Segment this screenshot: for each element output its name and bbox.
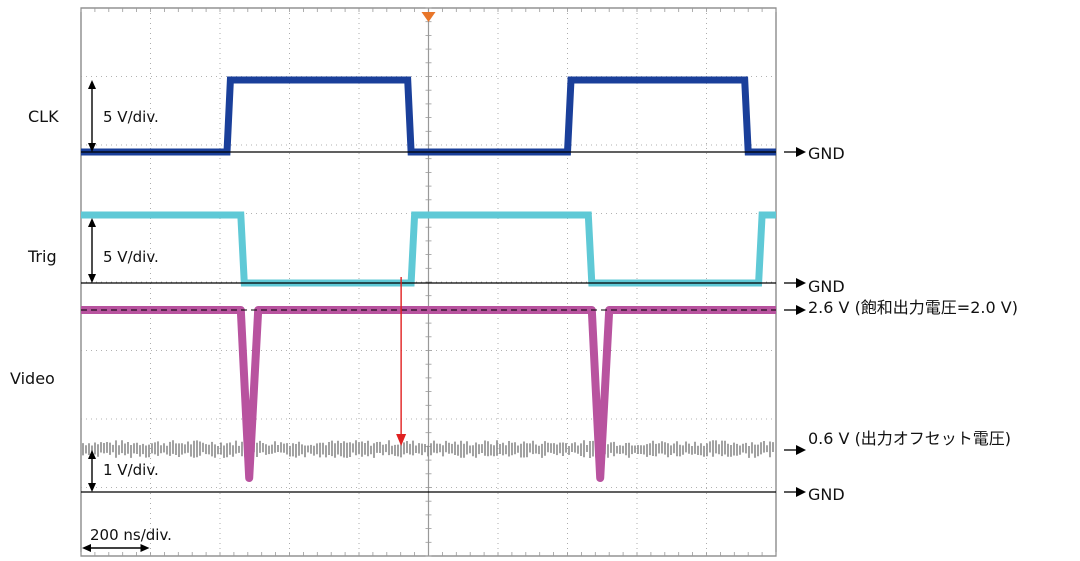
saturation-voltage-label: 2.6 V (飽和出力電圧=2.0 V) <box>808 298 1018 317</box>
trig-scale-label: 5 V/div. <box>103 248 159 266</box>
video-ground-label: GND <box>808 485 845 504</box>
clk-scale-label: 5 V/div. <box>103 108 159 126</box>
clk-ground-label: GND <box>808 144 845 163</box>
video-ground-arrow-head <box>796 487 806 497</box>
trig-scale-arrow-top <box>88 218 96 227</box>
timebase-label: 200 ns/div. <box>90 526 172 544</box>
timebase-arrow-left <box>82 544 91 552</box>
video-scale-arrow-top <box>88 450 96 459</box>
trigger-position-marker <box>421 12 436 22</box>
clk-ground-arrow-head <box>796 147 806 157</box>
video-scale-arrow-bottom <box>88 483 96 492</box>
video-offset-noise <box>82 440 774 458</box>
trig-scale-arrow-bottom <box>88 274 96 283</box>
trig-trace <box>81 211 776 287</box>
offset-voltage-label: 0.6 V (出力オフセット電圧) <box>808 429 1011 448</box>
clk-scale-arrow-bottom <box>88 143 96 152</box>
channel-label-video: Video <box>10 369 55 388</box>
offset-arrow-head <box>796 445 806 455</box>
channel-label-trig: Trig <box>27 247 57 266</box>
trigger-arrow-head <box>396 434 407 446</box>
channel-label-clk: CLK <box>28 107 59 126</box>
clk-scale-arrow-top <box>88 80 96 89</box>
trig-ground-arrow-head <box>796 278 806 288</box>
trig-ground-label: GND <box>808 277 845 296</box>
timebase-arrow-right <box>140 544 150 552</box>
video-scale-label: 1 V/div. <box>103 461 159 479</box>
annotations <box>81 80 806 552</box>
saturation-arrow-head <box>796 305 806 315</box>
